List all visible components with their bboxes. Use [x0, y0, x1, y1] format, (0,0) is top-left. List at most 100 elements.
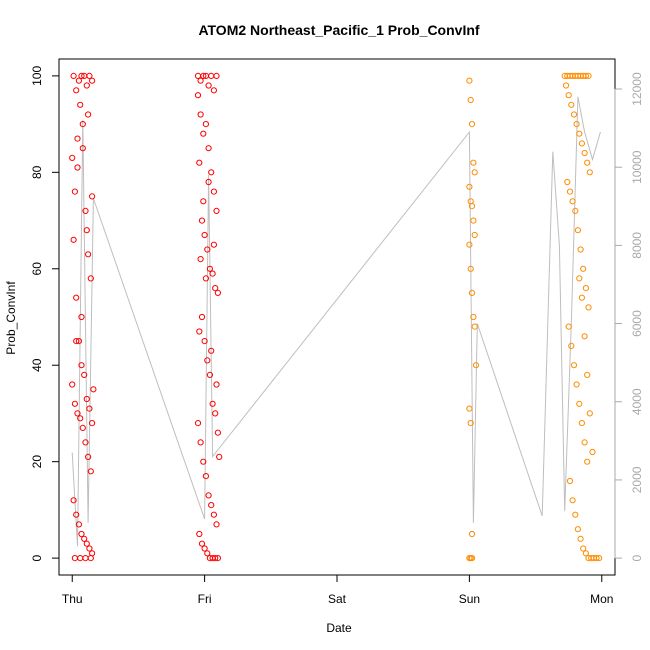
data-point-orange: [574, 227, 582, 234]
data-point-red: [70, 236, 77, 243]
chart-title: ATOM2 Northeast_Pacific_1 Prob_ConvInf: [198, 22, 479, 38]
data-point-red: [214, 429, 221, 436]
data-point-red: [194, 420, 202, 427]
y-tick-label: 60: [30, 262, 44, 276]
data-point-orange: [468, 289, 476, 296]
data-point-orange: [589, 448, 596, 456]
data-point-orange: [593, 555, 600, 562]
data-point-red: [78, 72, 85, 80]
y2-tick-label: 2000: [630, 466, 644, 493]
data-point-red: [198, 313, 206, 321]
data-point-red: [209, 270, 216, 277]
data-point-red: [87, 275, 94, 282]
data-point-red: [210, 87, 217, 94]
data-point-red: [69, 381, 76, 388]
data-point-orange: [471, 169, 478, 176]
data-point-red: [74, 164, 81, 171]
data-point-red: [78, 362, 85, 369]
data-point-red: [85, 251, 92, 258]
data-point-orange: [468, 555, 476, 562]
data-point-orange: [467, 420, 474, 427]
data-point-red: [73, 294, 80, 301]
data-point-red: [213, 72, 220, 80]
data-point-orange: [582, 72, 590, 80]
data-point-orange: [562, 82, 570, 89]
data-point-red: [77, 101, 84, 108]
data-point-orange: [470, 159, 477, 166]
data-point-orange: [569, 198, 576, 205]
data-point-red: [197, 439, 204, 446]
data-point-red: [78, 530, 85, 538]
data-point-orange: [573, 121, 580, 128]
data-point-red: [70, 497, 77, 504]
data-point-red: [210, 241, 217, 248]
data-point-red: [73, 338, 80, 345]
data-point-red: [202, 275, 209, 282]
data-point-red: [198, 540, 206, 547]
data-point-orange: [566, 188, 574, 195]
data-point-orange: [580, 265, 587, 272]
data-point-red: [196, 530, 203, 538]
data-point-red: [210, 188, 217, 195]
data-point-red: [202, 121, 209, 128]
data-point-red: [82, 555, 89, 562]
data-point-red: [87, 555, 94, 562]
data-point-orange: [578, 140, 586, 147]
data-point-red: [69, 154, 76, 161]
data-point-red: [75, 338, 83, 345]
data-point-red: [86, 72, 93, 80]
data-point-red: [205, 82, 212, 89]
data-point-red: [198, 217, 206, 224]
data-point-red: [194, 92, 202, 99]
data-point-red: [81, 535, 88, 542]
data-point-orange: [582, 550, 590, 557]
data-point-red: [209, 400, 216, 407]
data-point-orange: [586, 410, 593, 417]
data-point-red: [89, 420, 96, 427]
data-point-orange: [576, 130, 583, 137]
data-point-orange: [576, 275, 583, 282]
y2-tick-label: 4000: [630, 388, 644, 415]
data-point-red: [82, 439, 89, 446]
data-point-orange: [468, 203, 476, 210]
data-point-red: [77, 415, 84, 422]
data-point-red: [197, 77, 204, 84]
y-tick-label: 40: [30, 358, 44, 372]
data-point-orange: [572, 511, 579, 518]
data-point-orange: [586, 169, 593, 176]
data-point-red: [89, 77, 96, 84]
data-point-red: [71, 188, 79, 195]
y2-tick-label: 12000: [630, 72, 644, 106]
data-point-red: [204, 550, 211, 557]
data-point-orange: [466, 77, 473, 84]
y2-tick-label: 6000: [630, 310, 644, 337]
data-point-red: [200, 198, 207, 205]
data-point-red: [200, 130, 207, 137]
data-point-red: [208, 169, 215, 176]
data-point-orange: [467, 265, 474, 272]
data-point-orange: [467, 96, 474, 104]
data-point-orange: [470, 313, 477, 321]
data-point-red: [205, 178, 212, 186]
data-point-red: [196, 159, 203, 166]
data-point-orange: [468, 530, 476, 538]
data-point-orange: [466, 241, 473, 248]
data-point-orange: [584, 159, 591, 166]
data-point-orange: [581, 439, 588, 446]
data-point-red: [212, 410, 219, 417]
data-point-orange: [564, 178, 571, 186]
data-point-orange: [566, 477, 574, 485]
data-point-red: [90, 386, 97, 393]
data-point-red: [74, 135, 81, 142]
y2-tick-label: 10000: [630, 150, 644, 184]
data-point-red: [201, 545, 208, 552]
data-point-orange: [596, 555, 603, 562]
data-point-red: [213, 521, 220, 528]
data-point-red: [214, 555, 221, 562]
data-point-orange: [577, 246, 584, 253]
data-point-orange: [573, 381, 580, 388]
data-point-orange: [584, 371, 591, 378]
scatter-points: [69, 72, 603, 562]
data-point-red: [208, 502, 215, 509]
